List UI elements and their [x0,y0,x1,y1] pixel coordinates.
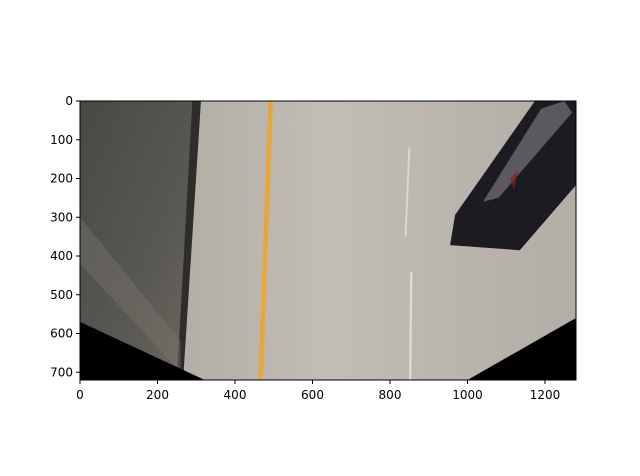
x-tick-label: 0 [76,388,84,402]
y-tick-label: 200 [50,172,73,186]
y-tick-label: 400 [50,249,73,263]
y-tick-label: 500 [50,288,73,302]
y-tick-label: 300 [50,210,73,224]
x-tick-label: 600 [301,388,324,402]
y-tick-label: 600 [50,327,73,341]
image [80,101,576,380]
y-tick-label: 700 [50,365,73,379]
x-tick-label: 800 [379,388,402,402]
axes-frame [79,100,577,381]
y-tick-label: 0 [65,94,73,108]
x-tick-label: 400 [224,388,247,402]
x-tick-label: 1200 [530,388,561,402]
x-tick-label: 200 [146,388,169,402]
y-tick-label: 100 [50,133,73,147]
x-tick-label: 1000 [452,388,483,402]
